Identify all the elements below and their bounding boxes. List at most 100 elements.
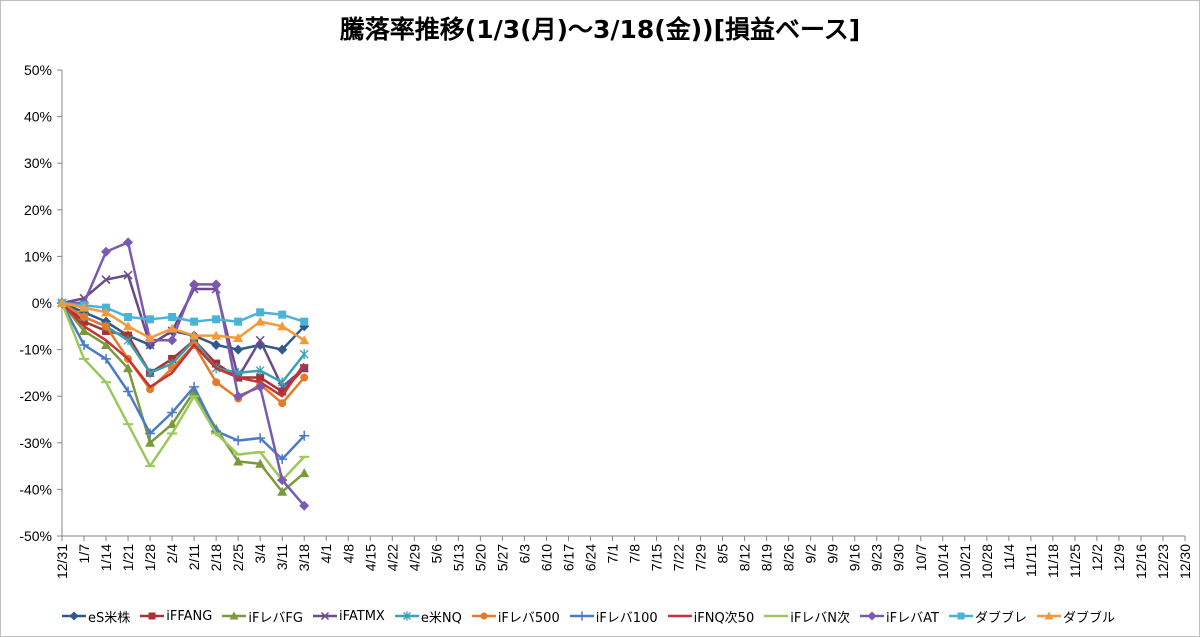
series-point [867, 611, 877, 621]
series-point [189, 330, 200, 340]
x-tick-label: 11/11 [1023, 544, 1039, 577]
series-point [299, 335, 310, 345]
x-tick-label: 6/3 [516, 544, 532, 564]
legend-item: e米NQ [394, 607, 462, 626]
x-tick-label: 6/17 [560, 544, 576, 571]
y-tick-label: 20% [24, 202, 52, 218]
series-point [146, 385, 155, 394]
legend-item: iFATMX [313, 609, 385, 624]
series-point [167, 419, 178, 429]
series-point [233, 435, 244, 446]
x-tick-label: 9/23 [869, 544, 885, 571]
legend-item: iFレバAT [860, 607, 939, 626]
x-tick-label: 12/30 [1177, 544, 1193, 579]
x-tick-label: 5/27 [494, 544, 510, 571]
legend-swatch [222, 611, 247, 620]
series-point [320, 611, 330, 621]
y-tick-label: 10% [24, 248, 52, 264]
series-point [278, 310, 287, 319]
x-tick-label: 12/9 [1111, 544, 1127, 571]
x-tick-label: 6/10 [538, 544, 554, 571]
y-tick-label: -30% [19, 435, 52, 451]
series-point [233, 391, 244, 402]
legend-swatch [569, 611, 594, 621]
legend-item: iFレバ100 [569, 607, 658, 626]
x-tick-label: 10/21 [957, 544, 973, 579]
series-point [577, 611, 587, 621]
x-tick-label: 1/14 [98, 544, 114, 571]
x-tick-label: 9/2 [803, 544, 819, 564]
x-tick-label: 7/22 [671, 544, 687, 571]
series-point [480, 612, 488, 620]
x-tick-label: 12/2 [1089, 544, 1105, 571]
series-point [957, 612, 965, 620]
legend-item: iFレバ500 [471, 607, 560, 626]
x-tick-label: 5/20 [472, 544, 488, 571]
x-tick-label: 9/9 [825, 544, 841, 564]
legend-label: iFレバFG [248, 610, 303, 626]
series-point [233, 344, 244, 355]
series-line [62, 241, 306, 507]
series-point [80, 312, 89, 321]
x-tick-label: 9/16 [847, 544, 863, 571]
x-tick-label: 12/23 [1155, 544, 1171, 579]
series-point [101, 353, 112, 364]
series-line [61, 301, 305, 342]
series-point [211, 279, 222, 290]
series-point [167, 407, 178, 418]
legend-swatch [948, 612, 973, 620]
series-point [168, 312, 177, 321]
x-tick-label: 5/6 [428, 544, 444, 564]
y-tick-label: -40% [19, 481, 52, 497]
series-point [101, 275, 111, 285]
x-tick-label: 11/18 [1045, 544, 1061, 578]
series-point [124, 312, 133, 321]
legend-swatch [471, 612, 496, 620]
series-9 [57, 302, 310, 482]
series-point [189, 279, 200, 290]
series-point [123, 335, 133, 346]
legend-label: iFNQ次50 [693, 610, 755, 626]
legend-label: iFレバ100 [595, 610, 658, 626]
series-point [211, 330, 222, 340]
series-point [402, 611, 411, 621]
x-tick-label: 7/1 [604, 544, 620, 564]
series-point [145, 428, 156, 439]
series-point [123, 237, 134, 248]
x-tick-label: 2/4 [164, 544, 180, 564]
x-tick-label: 4/15 [362, 544, 378, 571]
series-point [277, 475, 288, 486]
series-point [233, 332, 244, 342]
series-point [277, 486, 288, 496]
plot-area: 50%40%30%20%10%0%-10%-20%-30%-40%-50%12/… [19, 62, 1193, 579]
series-point [300, 317, 309, 326]
x-tick-label: 1/7 [76, 544, 92, 564]
series-point [145, 437, 156, 447]
legend-label: iFレバ500 [497, 610, 560, 626]
series-point [69, 611, 79, 621]
y-tick-label: 40% [24, 109, 52, 125]
x-tick-label: 5/13 [450, 544, 466, 571]
series-point [299, 430, 310, 441]
series-point [79, 339, 90, 350]
series-point [299, 468, 310, 478]
series-point [255, 433, 266, 444]
series-point [145, 332, 156, 342]
legend-swatch [394, 611, 419, 621]
series-3 [57, 298, 310, 496]
series-7 [57, 298, 310, 465]
series-point [189, 381, 200, 392]
series-point [278, 387, 287, 396]
series-point [123, 363, 134, 373]
legend-swatch [140, 612, 165, 620]
legend-label: iFATMX [339, 608, 385, 624]
y-tick-label: 0% [32, 295, 52, 311]
legend-label: e米NQ [420, 610, 462, 626]
legend-item: ダブブレ [948, 607, 1027, 626]
x-tick-label: 1/28 [142, 544, 158, 571]
x-tick-label: 7/15 [649, 544, 665, 571]
x-tick-label: 9/30 [891, 544, 907, 571]
series-point [277, 377, 287, 388]
series-point [145, 367, 155, 378]
